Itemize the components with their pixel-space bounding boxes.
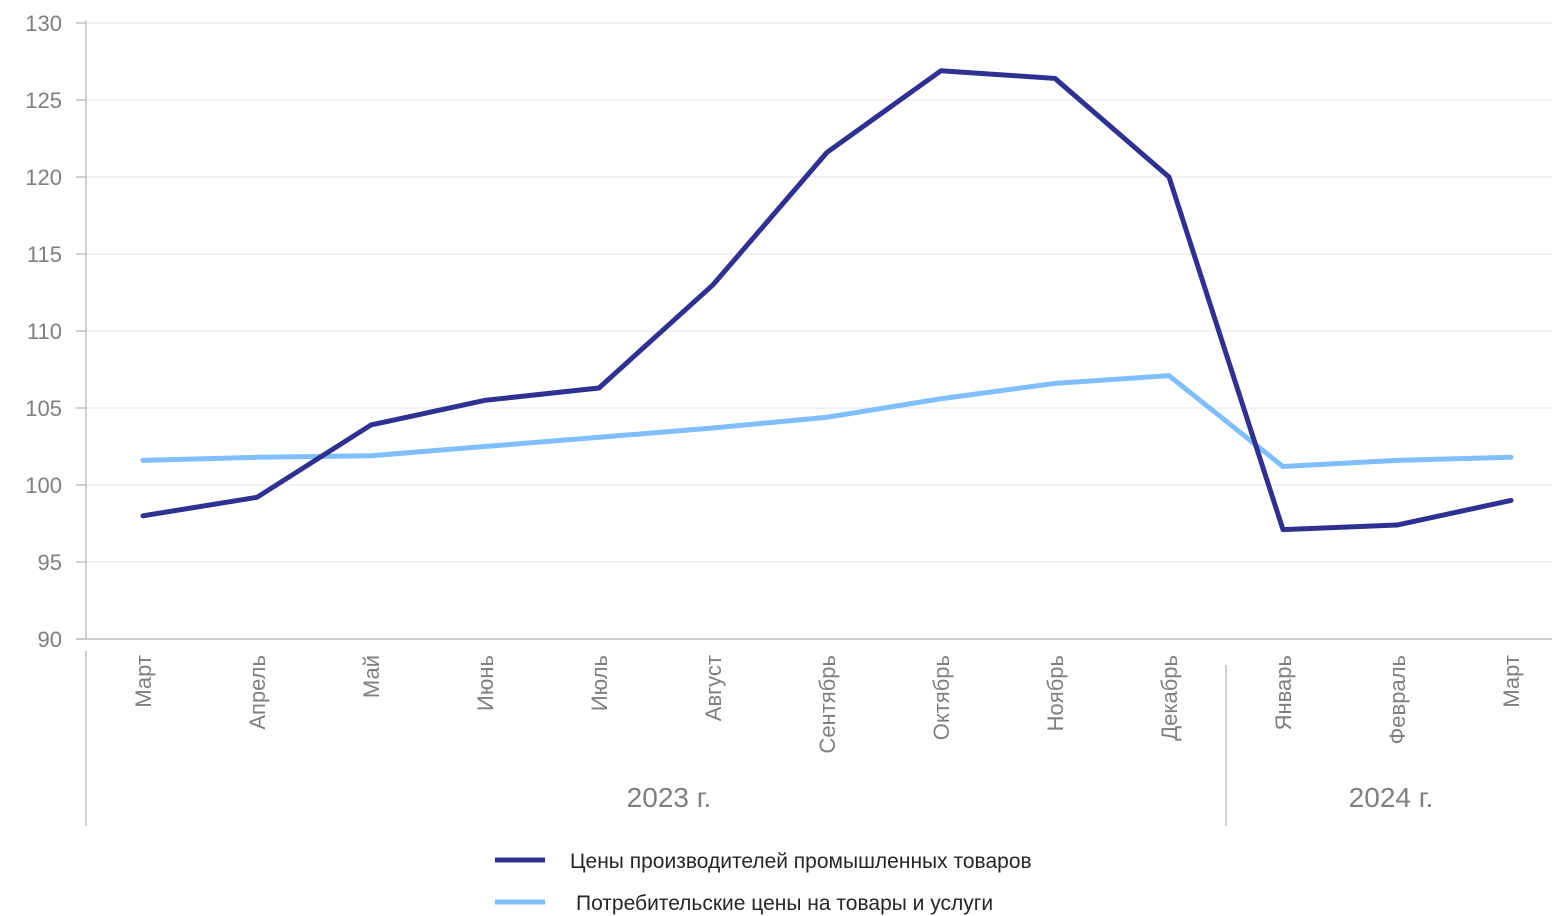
- x-tick-label: Апрель: [245, 655, 270, 730]
- x-tick-label: Сентябрь: [815, 655, 840, 754]
- y-tick-label: 90: [38, 627, 62, 652]
- x-tick-labels: Март Апрель Май Июнь Июль Август Сентябрь Октяб…: [131, 655, 1524, 754]
- x-tick-label: Май: [359, 655, 384, 698]
- y-tick-label: 130: [25, 11, 62, 36]
- y-tick-label: 125: [25, 88, 62, 113]
- y-tick-labels: 90 95 100 105 110 115 120 125 130: [25, 11, 62, 652]
- gridlines: [86, 22, 1552, 563]
- x-tick-label: Июнь: [473, 655, 498, 711]
- x-tick-label: Октябрь: [929, 655, 954, 740]
- y-tick-label: 110: [27, 319, 62, 344]
- legend: Цены производителей промышленных товаров…: [495, 850, 1032, 915]
- y-tick-label: 105: [25, 396, 62, 421]
- x-tick-label: Декабрь: [1157, 655, 1182, 741]
- x-tick-label: Ноябрь: [1043, 655, 1068, 731]
- y-tick-label: 100: [25, 473, 62, 498]
- y-tick-label: 120: [25, 165, 62, 190]
- series-line: [140, 373, 1514, 470]
- x-tick-label: Март: [1499, 655, 1524, 708]
- series-line: [140, 68, 1514, 533]
- x-tick-label: Февраль: [1385, 655, 1410, 744]
- legend-label: Цены производителей промышленных товаров: [570, 850, 1032, 873]
- x-tick-label: Март: [131, 655, 156, 708]
- year-group-labels: 2023 г. 2024 г.: [627, 782, 1434, 813]
- year-group-label: 2024 г.: [1349, 782, 1434, 813]
- year-group-label: 2023 г.: [627, 782, 712, 813]
- axes: [76, 20, 1552, 826]
- x-tick-label: Август: [701, 655, 726, 721]
- series-lines: [140, 68, 1514, 533]
- x-tick-label: Июль: [587, 655, 612, 711]
- x-tick-label: Январь: [1271, 655, 1296, 730]
- y-tick-label: 95: [38, 550, 62, 575]
- y-tick-label: 115: [27, 242, 62, 267]
- legend-label: Потребительские цены на товары и услуги: [576, 892, 993, 915]
